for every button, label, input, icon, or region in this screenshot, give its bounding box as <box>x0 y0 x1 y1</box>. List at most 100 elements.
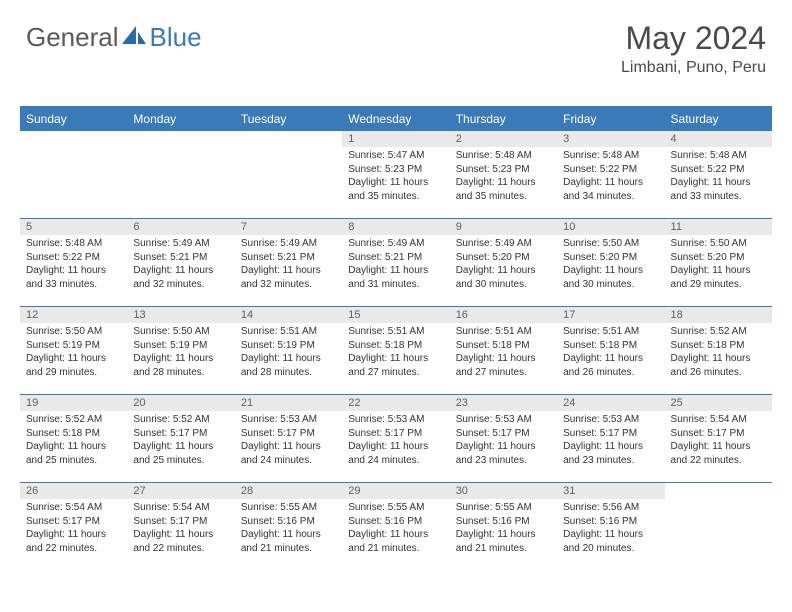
sunrise-text: Sunrise: 5:55 AM <box>348 501 443 515</box>
calendar-cell: 21Sunrise: 5:53 AMSunset: 5:17 PMDayligh… <box>235 395 342 483</box>
calendar-cell: 14Sunrise: 5:51 AMSunset: 5:19 PMDayligh… <box>235 307 342 395</box>
day-details: Sunrise: 5:51 AMSunset: 5:19 PMDaylight:… <box>235 323 342 385</box>
sunrise-text: Sunrise: 5:54 AM <box>26 501 121 515</box>
sunset-text: Sunset: 5:18 PM <box>348 339 443 353</box>
calendar-cell: 20Sunrise: 5:52 AMSunset: 5:17 PMDayligh… <box>127 395 234 483</box>
calendar-cell: 26Sunrise: 5:54 AMSunset: 5:17 PMDayligh… <box>20 483 127 571</box>
sunrise-text: Sunrise: 5:53 AM <box>241 413 336 427</box>
sunset-text: Sunset: 5:18 PM <box>456 339 551 353</box>
sunrise-text: Sunrise: 5:53 AM <box>563 413 658 427</box>
daylight-line-2: and 30 minutes. <box>563 278 658 292</box>
calendar-cell: 5Sunrise: 5:48 AMSunset: 5:22 PMDaylight… <box>20 219 127 307</box>
daylight-line-1: Daylight: 11 hours <box>456 176 551 190</box>
daylight-line-1: Daylight: 11 hours <box>26 264 121 278</box>
day-details: Sunrise: 5:48 AMSunset: 5:22 PMDaylight:… <box>557 147 664 209</box>
sunrise-text: Sunrise: 5:49 AM <box>348 237 443 251</box>
day-details: Sunrise: 5:54 AMSunset: 5:17 PMDaylight:… <box>127 499 234 561</box>
daylight-line-1: Daylight: 11 hours <box>133 352 228 366</box>
calendar-cell: 9Sunrise: 5:49 AMSunset: 5:20 PMDaylight… <box>450 219 557 307</box>
logo-text-2: Blue <box>150 22 202 53</box>
daylight-line-2: and 31 minutes. <box>348 278 443 292</box>
sunrise-text: Sunrise: 5:53 AM <box>456 413 551 427</box>
day-number: 1 <box>342 131 449 147</box>
sunrise-text: Sunrise: 5:52 AM <box>26 413 121 427</box>
calendar-cell: 8Sunrise: 5:49 AMSunset: 5:21 PMDaylight… <box>342 219 449 307</box>
day-details <box>665 487 772 495</box>
calendar-cell: 10Sunrise: 5:50 AMSunset: 5:20 PMDayligh… <box>557 219 664 307</box>
calendar-cell: 3Sunrise: 5:48 AMSunset: 5:22 PMDaylight… <box>557 131 664 219</box>
daylight-line-1: Daylight: 11 hours <box>456 352 551 366</box>
daylight-line-2: and 35 minutes. <box>348 190 443 204</box>
daylight-line-2: and 34 minutes. <box>563 190 658 204</box>
daylight-line-2: and 32 minutes. <box>241 278 336 292</box>
day-number: 24 <box>557 395 664 411</box>
daylight-line-1: Daylight: 11 hours <box>348 352 443 366</box>
sunset-text: Sunset: 5:18 PM <box>26 427 121 441</box>
day-details: Sunrise: 5:55 AMSunset: 5:16 PMDaylight:… <box>342 499 449 561</box>
calendar-cell: 13Sunrise: 5:50 AMSunset: 5:19 PMDayligh… <box>127 307 234 395</box>
day-details: Sunrise: 5:54 AMSunset: 5:17 PMDaylight:… <box>20 499 127 561</box>
daylight-line-2: and 22 minutes. <box>133 542 228 556</box>
day-details: Sunrise: 5:51 AMSunset: 5:18 PMDaylight:… <box>342 323 449 385</box>
daylight-line-1: Daylight: 11 hours <box>348 528 443 542</box>
sunrise-text: Sunrise: 5:55 AM <box>456 501 551 515</box>
sunrise-text: Sunrise: 5:51 AM <box>563 325 658 339</box>
calendar-cell: 15Sunrise: 5:51 AMSunset: 5:18 PMDayligh… <box>342 307 449 395</box>
sunset-text: Sunset: 5:21 PM <box>241 251 336 265</box>
day-details: Sunrise: 5:52 AMSunset: 5:18 PMDaylight:… <box>20 411 127 473</box>
calendar-cell: 23Sunrise: 5:53 AMSunset: 5:17 PMDayligh… <box>450 395 557 483</box>
day-number: 15 <box>342 307 449 323</box>
sunset-text: Sunset: 5:22 PM <box>26 251 121 265</box>
day-number: 17 <box>557 307 664 323</box>
sunset-text: Sunset: 5:16 PM <box>456 515 551 529</box>
daylight-line-2: and 23 minutes. <box>563 454 658 468</box>
sunrise-text: Sunrise: 5:47 AM <box>348 149 443 163</box>
day-details: Sunrise: 5:48 AMSunset: 5:23 PMDaylight:… <box>450 147 557 209</box>
calendar-cell: 29Sunrise: 5:55 AMSunset: 5:16 PMDayligh… <box>342 483 449 571</box>
day-details: Sunrise: 5:48 AMSunset: 5:22 PMDaylight:… <box>665 147 772 209</box>
day-details: Sunrise: 5:49 AMSunset: 5:20 PMDaylight:… <box>450 235 557 297</box>
day-details: Sunrise: 5:52 AMSunset: 5:18 PMDaylight:… <box>665 323 772 385</box>
day-number: 18 <box>665 307 772 323</box>
calendar-cell: 16Sunrise: 5:51 AMSunset: 5:18 PMDayligh… <box>450 307 557 395</box>
sunrise-text: Sunrise: 5:51 AM <box>241 325 336 339</box>
daylight-line-2: and 25 minutes. <box>133 454 228 468</box>
daylight-line-1: Daylight: 11 hours <box>671 440 766 454</box>
day-number: 7 <box>235 219 342 235</box>
daylight-line-2: and 22 minutes. <box>671 454 766 468</box>
daylight-line-2: and 27 minutes. <box>456 366 551 380</box>
daylight-line-1: Daylight: 11 hours <box>671 264 766 278</box>
sunset-text: Sunset: 5:18 PM <box>563 339 658 353</box>
logo-sail-icon <box>122 26 148 51</box>
day-header: Sunday <box>20 107 127 131</box>
day-details: Sunrise: 5:55 AMSunset: 5:16 PMDaylight:… <box>235 499 342 561</box>
day-header: Saturday <box>665 107 772 131</box>
sunset-text: Sunset: 5:23 PM <box>456 163 551 177</box>
sunset-text: Sunset: 5:20 PM <box>563 251 658 265</box>
day-number: 4 <box>665 131 772 147</box>
day-number: 19 <box>20 395 127 411</box>
sunrise-text: Sunrise: 5:51 AM <box>348 325 443 339</box>
calendar-cell <box>127 131 234 219</box>
location-subtitle: Limbani, Puno, Peru <box>621 59 766 77</box>
day-details: Sunrise: 5:47 AMSunset: 5:23 PMDaylight:… <box>342 147 449 209</box>
day-number: 13 <box>127 307 234 323</box>
day-details: Sunrise: 5:51 AMSunset: 5:18 PMDaylight:… <box>557 323 664 385</box>
sunset-text: Sunset: 5:17 PM <box>241 427 336 441</box>
day-details: Sunrise: 5:52 AMSunset: 5:17 PMDaylight:… <box>127 411 234 473</box>
sunset-text: Sunset: 5:21 PM <box>348 251 443 265</box>
daylight-line-1: Daylight: 11 hours <box>563 528 658 542</box>
calendar-cell: 18Sunrise: 5:52 AMSunset: 5:18 PMDayligh… <box>665 307 772 395</box>
calendar-cell: 2Sunrise: 5:48 AMSunset: 5:23 PMDaylight… <box>450 131 557 219</box>
sunrise-text: Sunrise: 5:50 AM <box>671 237 766 251</box>
sunrise-text: Sunrise: 5:56 AM <box>563 501 658 515</box>
sunrise-text: Sunrise: 5:50 AM <box>26 325 121 339</box>
day-details: Sunrise: 5:53 AMSunset: 5:17 PMDaylight:… <box>450 411 557 473</box>
daylight-line-2: and 30 minutes. <box>456 278 551 292</box>
daylight-line-2: and 22 minutes. <box>26 542 121 556</box>
day-details <box>20 135 127 143</box>
day-details: Sunrise: 5:56 AMSunset: 5:16 PMDaylight:… <box>557 499 664 561</box>
sunset-text: Sunset: 5:16 PM <box>563 515 658 529</box>
daylight-line-1: Daylight: 11 hours <box>563 440 658 454</box>
sunset-text: Sunset: 5:23 PM <box>348 163 443 177</box>
